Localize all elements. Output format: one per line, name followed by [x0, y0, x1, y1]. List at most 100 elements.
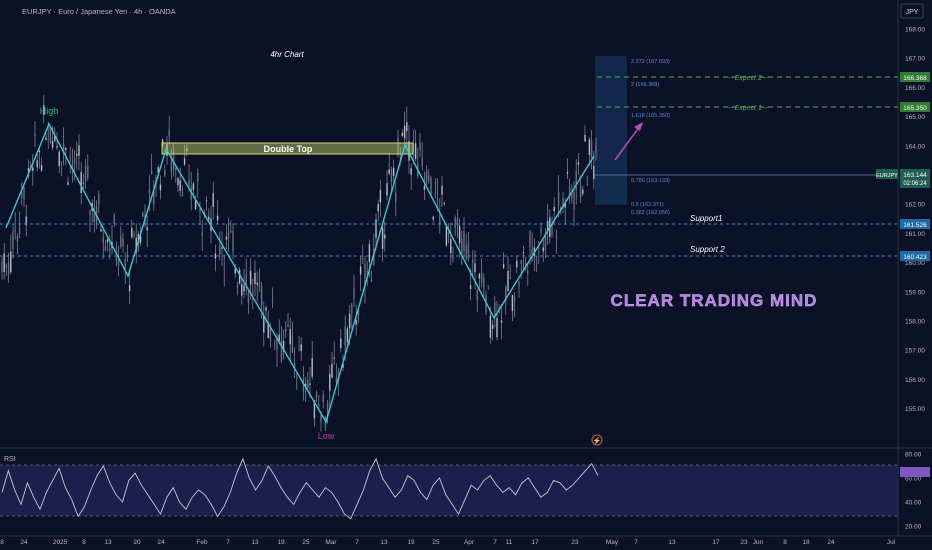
candle-body [7, 262, 10, 275]
candle-body [544, 234, 547, 251]
candle-body [406, 122, 408, 132]
candle-body [29, 166, 32, 167]
time-tick-label: Jun [753, 539, 764, 546]
candle-body [223, 268, 225, 270]
candle-body [219, 245, 221, 255]
time-tick-label: 13 [251, 539, 259, 546]
symbol-badge-label: EURJPY [876, 173, 898, 179]
candle-body [388, 169, 390, 174]
candle-body [344, 326, 346, 347]
candle-body [269, 328, 272, 341]
candle-body [157, 167, 159, 173]
candle-body [32, 167, 34, 171]
candle-body [577, 162, 580, 165]
price-tick-label: 166.00 [905, 85, 925, 92]
candle-body [333, 357, 335, 359]
candle-body [247, 293, 250, 304]
candle-body [245, 274, 247, 286]
candle-body [397, 137, 399, 155]
candle-body [566, 171, 569, 174]
candle-body [461, 238, 463, 254]
projection-arrowhead [634, 122, 643, 131]
candle-body [353, 288, 355, 299]
candle-body [124, 258, 126, 270]
time-tick-label: 24 [827, 539, 835, 546]
time-tick-label: 24 [157, 539, 165, 546]
candle-body [564, 203, 566, 208]
candle-body [188, 179, 190, 185]
candle-body [280, 340, 283, 362]
candle-body [49, 127, 52, 143]
candle-body [370, 280, 373, 282]
candle-body [230, 230, 232, 233]
rsi-band [0, 465, 898, 516]
candle-body [10, 251, 12, 273]
rsi-tick-label: 20.00 [905, 524, 922, 531]
candle-body [106, 239, 109, 243]
candle-body [65, 147, 67, 151]
candle-countdown: 02:06:24 [903, 181, 927, 187]
price-tick-label: 159.00 [905, 289, 925, 296]
candle-body [414, 143, 417, 159]
candle-body [227, 232, 230, 239]
time-tick-label: 8 [783, 539, 787, 546]
candle-body [115, 258, 118, 262]
time-tick-label: 13 [104, 539, 112, 546]
candle-body [142, 212, 144, 217]
candle-body [439, 215, 441, 226]
candle-body [25, 216, 27, 226]
time-tick-label: May [606, 539, 619, 546]
candle-body [500, 320, 503, 323]
candle-body [285, 330, 287, 332]
current-price-badge [900, 169, 930, 188]
candle-body [263, 315, 265, 333]
candle-body [535, 262, 538, 264]
candle-body [436, 192, 439, 195]
candle-body [557, 192, 560, 206]
candle-body [95, 206, 98, 222]
candle-body [56, 146, 58, 148]
candle-body [386, 183, 388, 196]
candle-body [51, 140, 54, 148]
candle-body [582, 189, 584, 194]
candle-body [465, 246, 467, 260]
currency-button[interactable] [900, 3, 924, 19]
time-axis[interactable]: 8 24 2025 8 13 20 24 Feb 7 13 19 25 Mar 7 13 19 25 Apr 7 11… [0, 539, 896, 546]
candle-body [287, 325, 289, 326]
candle-body [588, 139, 591, 155]
price-tick-label: 157.00 [905, 348, 925, 355]
candle-body [450, 239, 452, 254]
time-tick-label: 20 [133, 539, 141, 546]
price-tick-label: 164.00 [905, 143, 925, 150]
candle-body [309, 383, 311, 385]
price-tick-label: 165.00 [905, 114, 925, 121]
candle-body [296, 378, 298, 380]
candle-body [505, 286, 507, 302]
candle-body [509, 278, 511, 279]
candle-body [289, 328, 291, 345]
rsi-tick-label: 40.00 [905, 500, 922, 507]
candle-body [258, 282, 261, 287]
time-tick-label: 13 [380, 539, 388, 546]
projection-arrow [614, 125, 641, 161]
candle-body [216, 215, 219, 221]
candle-body [441, 185, 443, 195]
candle-body [315, 392, 318, 397]
time-tick-label: 17 [531, 539, 539, 546]
candle-body [271, 300, 274, 302]
candle-body [401, 132, 404, 137]
candle-body [362, 258, 364, 260]
candle-body [84, 165, 87, 182]
candle-body [340, 338, 342, 349]
candle-body [562, 198, 564, 209]
candle-body [546, 221, 549, 231]
price-tick-label: 161.00 [905, 231, 925, 238]
lightning-icon[interactable] [591, 434, 603, 446]
candle-body [476, 290, 478, 300]
candle-body [469, 285, 472, 289]
candle-body [538, 256, 540, 258]
candle-body [109, 248, 111, 251]
candle-body [241, 284, 243, 296]
expect1-price-badge [900, 102, 930, 112]
